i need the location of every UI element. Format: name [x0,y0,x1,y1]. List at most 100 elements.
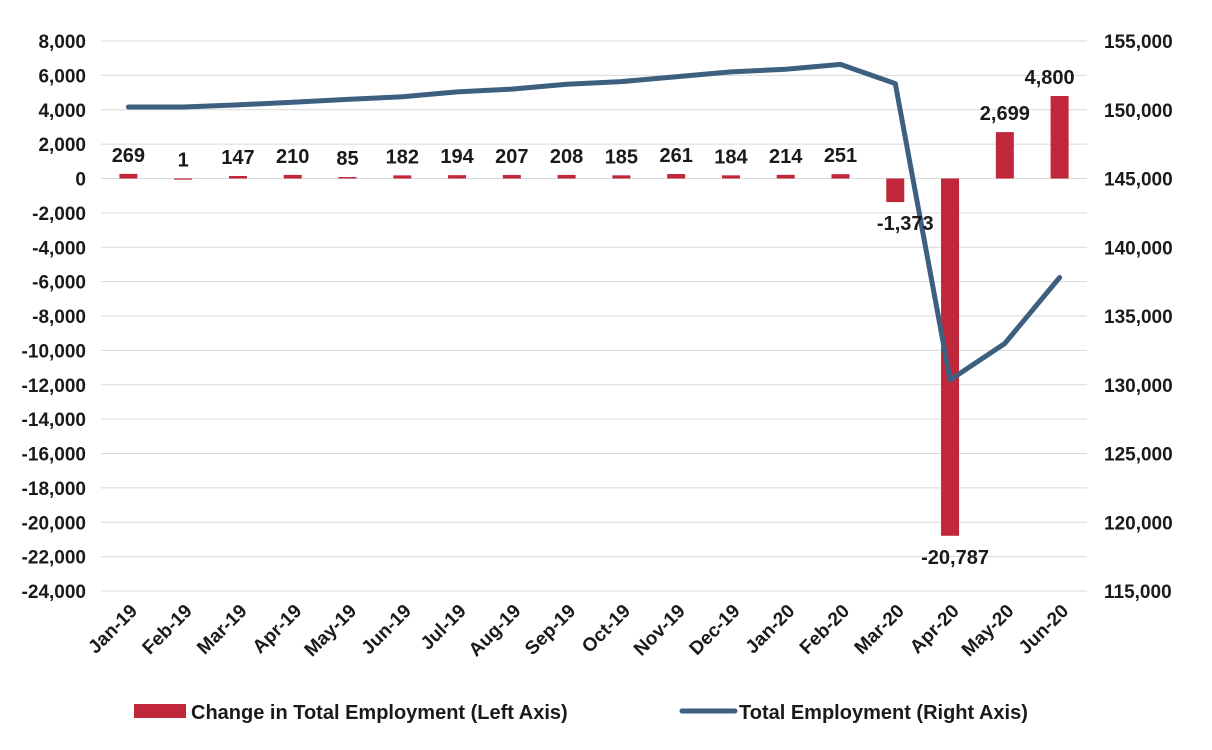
left-tick-label: 8,000 [38,32,86,53]
line-point [510,87,514,91]
data-label: 194 [440,146,474,168]
bar [941,178,960,536]
data-label: 182 [386,146,419,168]
left-tick-label: -12,000 [22,376,86,397]
bar-series [119,96,1069,536]
legend: Change in Total Employment (Left Axis) T… [134,702,1028,724]
line-point [126,105,130,109]
right-tick-label: 120,000 [1104,513,1173,534]
data-label: -1,373 [877,213,934,235]
x-tick-label: Feb-19 [139,601,197,659]
bar [228,175,247,179]
x-tick-label: May-20 [958,601,1018,661]
line-point [1058,276,1062,279]
line-point [291,100,295,104]
x-tick-label: Jan-20 [742,601,799,658]
bar [612,175,631,179]
left-axis: 8,000 6,000 4,000 2,000 0 -2,000 -4,000 -6,000 -… [22,32,86,603]
data-label: 261 [659,145,692,167]
data-label: 269 [112,145,145,167]
x-tick-label: Feb-20 [796,601,854,659]
bar [338,177,357,179]
left-tick-label: -14,000 [22,410,86,431]
data-label: 2,699 [980,103,1030,125]
line-point [619,80,623,84]
data-label: 214 [769,146,803,168]
line-point [893,82,897,86]
left-tick-label: 4,000 [38,101,86,122]
right-tick-label: 140,000 [1104,238,1173,259]
bar [119,173,138,179]
data-label: 1 [178,149,189,171]
right-axis: 155,000 150,000 145,000 140,000 135,000 130,0… [1104,32,1173,603]
data-label: 147 [221,147,254,169]
bar [831,174,850,179]
line-point [346,97,349,101]
data-label: 185 [605,146,638,168]
x-tick-label: Mar-20 [851,601,909,659]
left-tick-label: -6,000 [32,273,86,294]
x-tick-label: Apr-19 [249,601,306,658]
left-tick-label: -22,000 [22,548,86,569]
left-tick-label: -10,000 [22,341,86,362]
x-tick-label: Jun-20 [1015,601,1073,659]
bar [448,175,467,179]
data-labels: 269 1 147 210 85 182 194 207 208 185 261 184 214 251 -… [112,67,1075,569]
left-tick-label: -8,000 [32,307,86,328]
left-tick-label: 6,000 [38,66,86,87]
x-tick-label: May-19 [301,601,361,661]
x-tick-label: Apr-20 [906,601,963,658]
bar [393,175,412,179]
data-label: 210 [276,146,309,168]
bar [557,174,576,179]
bar [886,178,905,203]
data-label: 207 [495,146,528,168]
legend-line-label: Total Employment (Right Axis) [739,702,1028,724]
right-tick-label: 135,000 [1104,307,1173,328]
bar [502,174,521,179]
bar [1050,96,1069,179]
line-point [729,70,733,74]
line-series [125,61,1063,383]
x-tick-label: Nov-19 [630,601,690,661]
line-point [674,75,678,79]
right-tick-label: 115,000 [1104,582,1172,603]
left-tick-label: -4,000 [32,238,86,259]
right-tick-label: 150,000 [1104,101,1173,122]
line-point [565,82,569,86]
x-tick-label: Oct-19 [578,601,635,658]
x-tick-label: Sep-19 [521,601,580,660]
line-path [125,61,1063,383]
x-tick-label: Mar-19 [193,601,251,659]
x-tick-label: Jan-19 [85,601,142,658]
left-tick-label: -20,000 [22,513,86,534]
line-point [181,105,185,109]
bar [174,178,193,180]
bar [721,175,740,179]
x-tick-label: Aug-19 [465,601,525,661]
gridlines [101,40,1087,592]
data-label: 85 [336,148,358,170]
left-tick-label: -24,000 [22,582,86,603]
x-tick-label: Jul-19 [417,601,471,655]
left-tick-label: -18,000 [22,479,86,500]
legend-bar-swatch [134,704,186,718]
line-point [455,90,459,94]
right-tick-label: 155,000 [1104,32,1173,53]
data-label: 208 [550,146,583,168]
line-point [1003,342,1007,345]
left-tick-label: 2,000 [38,135,86,156]
x-tick-label: Dec-19 [686,601,745,660]
legend-bar-label: Change in Total Employment (Left Axis) [191,702,568,724]
data-label: 4,800 [1025,67,1075,89]
line-point [948,378,952,382]
right-tick-label: 125,000 [1104,445,1173,466]
line-point [784,67,788,71]
data-label: 184 [714,146,748,168]
left-tick-label: 0 [75,170,86,191]
x-tick-label: Jun-19 [358,601,416,659]
right-tick-label: 130,000 [1104,376,1173,397]
